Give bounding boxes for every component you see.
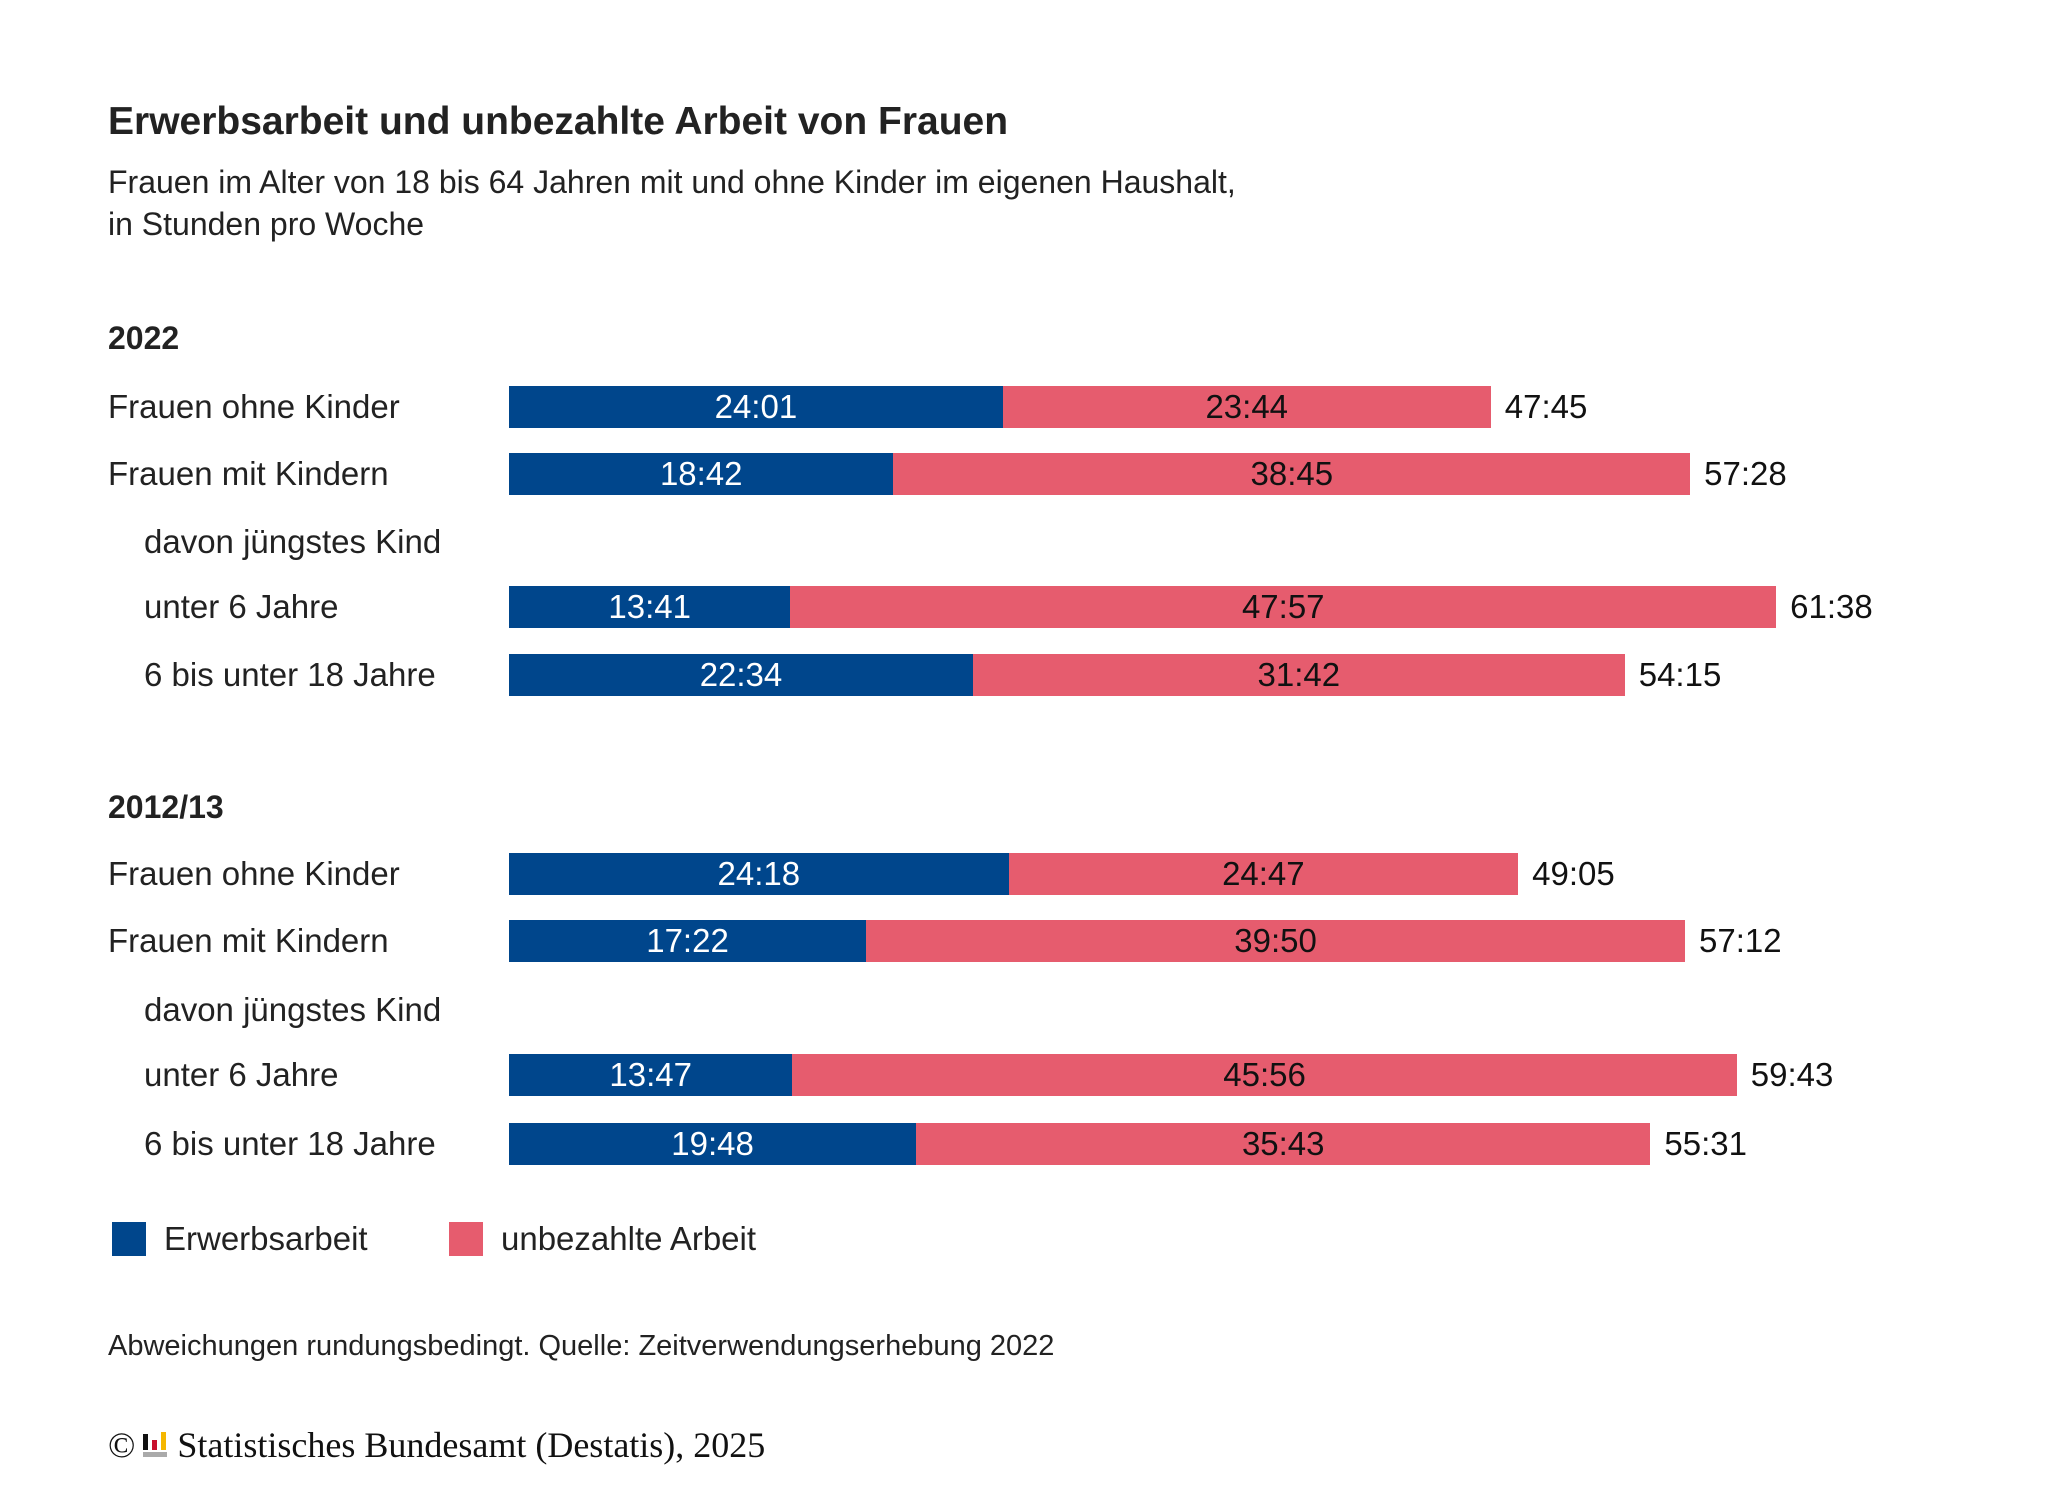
bar-unbezahlte-arbeit: 45:56 [792,1054,1737,1096]
row-label: 6 bis unter 18 Jahre [144,656,436,693]
total-label: 57:12 [1699,922,1782,959]
bar-erwerbsarbeit: 13:47 [509,1054,793,1096]
row-label: 6 bis unter 18 Jahre [144,1125,436,1162]
bar-erwerbsarbeit: 24:01 [509,386,1003,428]
row-label: Frauen mit Kindern [108,455,389,492]
chart-title: Erwerbsarbeit und unbezahlte Arbeit von … [108,100,1009,143]
bar-unbezahlte-arbeit: 24:47 [1008,853,1519,895]
legend-swatch-unbezahlt [449,1222,483,1256]
bar-erwerbsarbeit: 18:42 [509,453,894,495]
bar-erwerbsarbeit: 17:22 [509,920,867,962]
bar-unbezahlte-arbeit: 39:50 [866,920,1686,962]
total-label: 59:43 [1750,1056,1834,1093]
total-label: 54:15 [1638,656,1722,693]
chart-subtitle-line2: in Stunden pro Woche [108,206,425,242]
row-label: davon jüngstes Kind [144,991,442,1028]
chart-subtitle-line1: Frauen im Alter von 18 bis 64 Jahren mit… [108,164,1236,200]
row-label: Frauen ohne Kinder [108,388,400,425]
bar-unbezahlte-arbeit: 38:45 [893,453,1691,495]
bar-erwerbsarbeit: 19:48 [509,1123,917,1165]
total-label: 55:31 [1664,1125,1748,1162]
bar-unbezahlte-arbeit: 35:43 [916,1123,1651,1165]
destatis-logo-icon [143,1432,168,1457]
group-year-label: 2022 [108,320,180,356]
row-label: Frauen ohne Kinder [108,855,400,892]
row-label: davon jüngstes Kind [144,523,442,560]
footnote: Abweichungen rundungsbedingt. Quelle: Ze… [108,1330,1055,1362]
legend-swatch-erwerbsarbeit [112,1222,146,1256]
total-label: 57:28 [1704,455,1787,492]
legend-label-erwerbsarbeit: Erwerbsarbeit [164,1220,368,1257]
total-label: 49:05 [1532,855,1615,892]
row-label: unter 6 Jahre [144,1056,339,1093]
bar-unbezahlte-arbeit: 23:44 [1002,386,1491,428]
group-year-label: 2012/13 [108,789,224,825]
bar-erwerbsarbeit: 22:34 [509,654,973,696]
copyright-symbol: © [108,1425,136,1465]
row-label: Frauen mit Kindern [108,922,389,959]
copyright: © Statistisches Bundesamt (Destatis), 20… [108,1424,765,1466]
bar-unbezahlte-arbeit: 31:42 [972,654,1625,696]
bar-erwerbsarbeit: 13:41 [509,586,791,628]
bar-unbezahlte-arbeit: 47:57 [790,586,1777,628]
bar-erwerbsarbeit: 24:18 [509,853,1009,895]
legend-label-unbezahlt: unbezahlte Arbeit [501,1220,757,1257]
total-label: 61:38 [1790,588,1873,625]
copyright-text: Statistisches Bundesamt (Destatis), 2025 [177,1425,766,1465]
row-label: unter 6 Jahre [144,588,339,625]
total-label: 47:45 [1504,388,1588,425]
